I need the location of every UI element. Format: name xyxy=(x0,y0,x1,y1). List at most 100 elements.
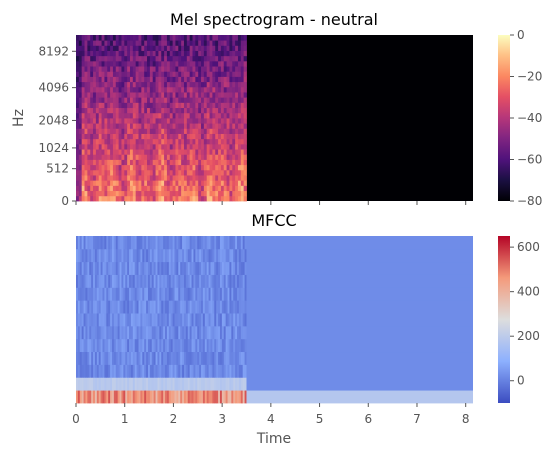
mfcc-cell xyxy=(172,390,175,404)
mel-cell xyxy=(243,86,247,93)
mfcc-cell xyxy=(83,338,86,353)
mfcc-cell xyxy=(172,364,175,378)
mel-cell xyxy=(76,55,80,62)
mfcc-cell xyxy=(134,287,138,301)
mel-cell xyxy=(181,107,185,114)
mel-cell xyxy=(78,45,83,51)
mel-cell xyxy=(155,40,159,46)
mfcc-cell xyxy=(104,261,107,275)
mel-cell xyxy=(93,66,97,72)
mel-cell xyxy=(243,112,247,119)
mfcc-cell xyxy=(223,390,227,404)
mel-cell xyxy=(144,81,148,88)
mel-cell xyxy=(229,50,233,57)
mel-cell xyxy=(98,180,102,186)
mel-cell xyxy=(226,159,230,166)
mel-cell xyxy=(93,164,97,171)
mel-cell xyxy=(90,128,94,134)
mfcc-cell xyxy=(96,377,100,391)
mfcc-cell xyxy=(76,390,79,404)
mel-cell xyxy=(138,66,142,72)
mel-cell xyxy=(209,107,213,114)
mfcc-cell xyxy=(240,248,244,263)
mfcc-cell xyxy=(81,377,84,391)
mfcc-cell xyxy=(83,364,86,378)
mel-cell xyxy=(101,66,105,72)
mel-cell xyxy=(166,71,171,77)
mel-cell xyxy=(124,35,128,41)
mfcc-cell xyxy=(98,338,102,353)
mel-cell xyxy=(203,195,208,202)
mel-cell xyxy=(112,138,117,145)
mfcc-cell xyxy=(170,287,174,301)
mfcc-cell xyxy=(130,325,134,340)
mel-cell xyxy=(87,71,91,77)
mfcc-cell xyxy=(115,377,119,391)
mel-cell xyxy=(240,123,245,129)
mfcc-cell xyxy=(166,377,170,391)
mel-cell xyxy=(147,133,151,140)
mel-cell xyxy=(107,55,111,62)
mel-cell xyxy=(127,45,131,51)
mfcc-cell xyxy=(115,325,119,340)
mel-cell xyxy=(132,118,137,124)
mel-cell xyxy=(237,190,242,197)
mel-cell xyxy=(218,76,222,83)
mfcc-cell xyxy=(136,274,139,288)
mel-cell xyxy=(141,66,145,72)
mfcc-cell xyxy=(85,300,88,314)
mfcc-cell xyxy=(182,274,185,288)
mel-cell xyxy=(206,159,210,166)
mel-cell xyxy=(183,35,188,41)
mel-cell xyxy=(229,45,233,51)
mfcc-cell xyxy=(166,338,170,353)
mel-cell xyxy=(129,154,134,160)
mel-cell xyxy=(161,118,165,124)
mel-cell xyxy=(121,55,125,62)
mfcc-cell xyxy=(113,287,117,301)
mel-cell xyxy=(93,60,97,67)
mel-cell xyxy=(181,159,185,166)
mel-cell xyxy=(178,40,182,46)
mel-cell xyxy=(90,97,94,103)
mfcc-cell xyxy=(119,338,122,353)
mel-cell xyxy=(189,60,193,67)
mfcc-cell xyxy=(117,300,120,314)
mel-cell xyxy=(206,169,210,176)
mel-cell xyxy=(144,154,148,160)
mel-cell xyxy=(232,149,236,155)
mfcc-cell xyxy=(168,274,172,288)
mel-cell xyxy=(98,92,102,98)
mfcc-cell xyxy=(174,261,177,275)
mfcc-cell xyxy=(210,274,213,288)
mel-cell xyxy=(172,128,176,134)
mel-cell xyxy=(195,123,199,129)
mel-cell xyxy=(121,86,125,93)
mfcc-cell xyxy=(218,274,221,288)
mel-cell xyxy=(232,35,236,41)
mel-cell xyxy=(101,195,105,202)
mel-cell xyxy=(144,175,148,181)
mel-cell xyxy=(101,180,105,186)
mel-cell xyxy=(107,76,111,83)
mel-cell xyxy=(195,175,199,181)
mel-cell xyxy=(166,118,171,124)
mel-cell xyxy=(172,133,176,140)
mel-cell xyxy=(201,97,205,103)
mfcc-cell xyxy=(159,287,162,301)
mfcc-cell xyxy=(170,300,174,314)
mel-cell xyxy=(121,164,125,171)
mfcc-cell xyxy=(165,313,168,327)
mel-cell xyxy=(141,159,145,166)
mel-cell xyxy=(172,81,176,88)
mfcc-cell xyxy=(157,390,160,404)
mel-cell xyxy=(164,97,168,103)
mel-cell xyxy=(232,118,236,124)
mel-cell xyxy=(107,81,111,88)
mel-cell xyxy=(203,71,208,77)
mel-cell xyxy=(76,133,80,140)
mel-cell xyxy=(141,133,145,140)
mfcc-cell xyxy=(201,274,204,288)
mel-cell xyxy=(203,190,208,197)
mfcc-cell xyxy=(117,274,120,288)
